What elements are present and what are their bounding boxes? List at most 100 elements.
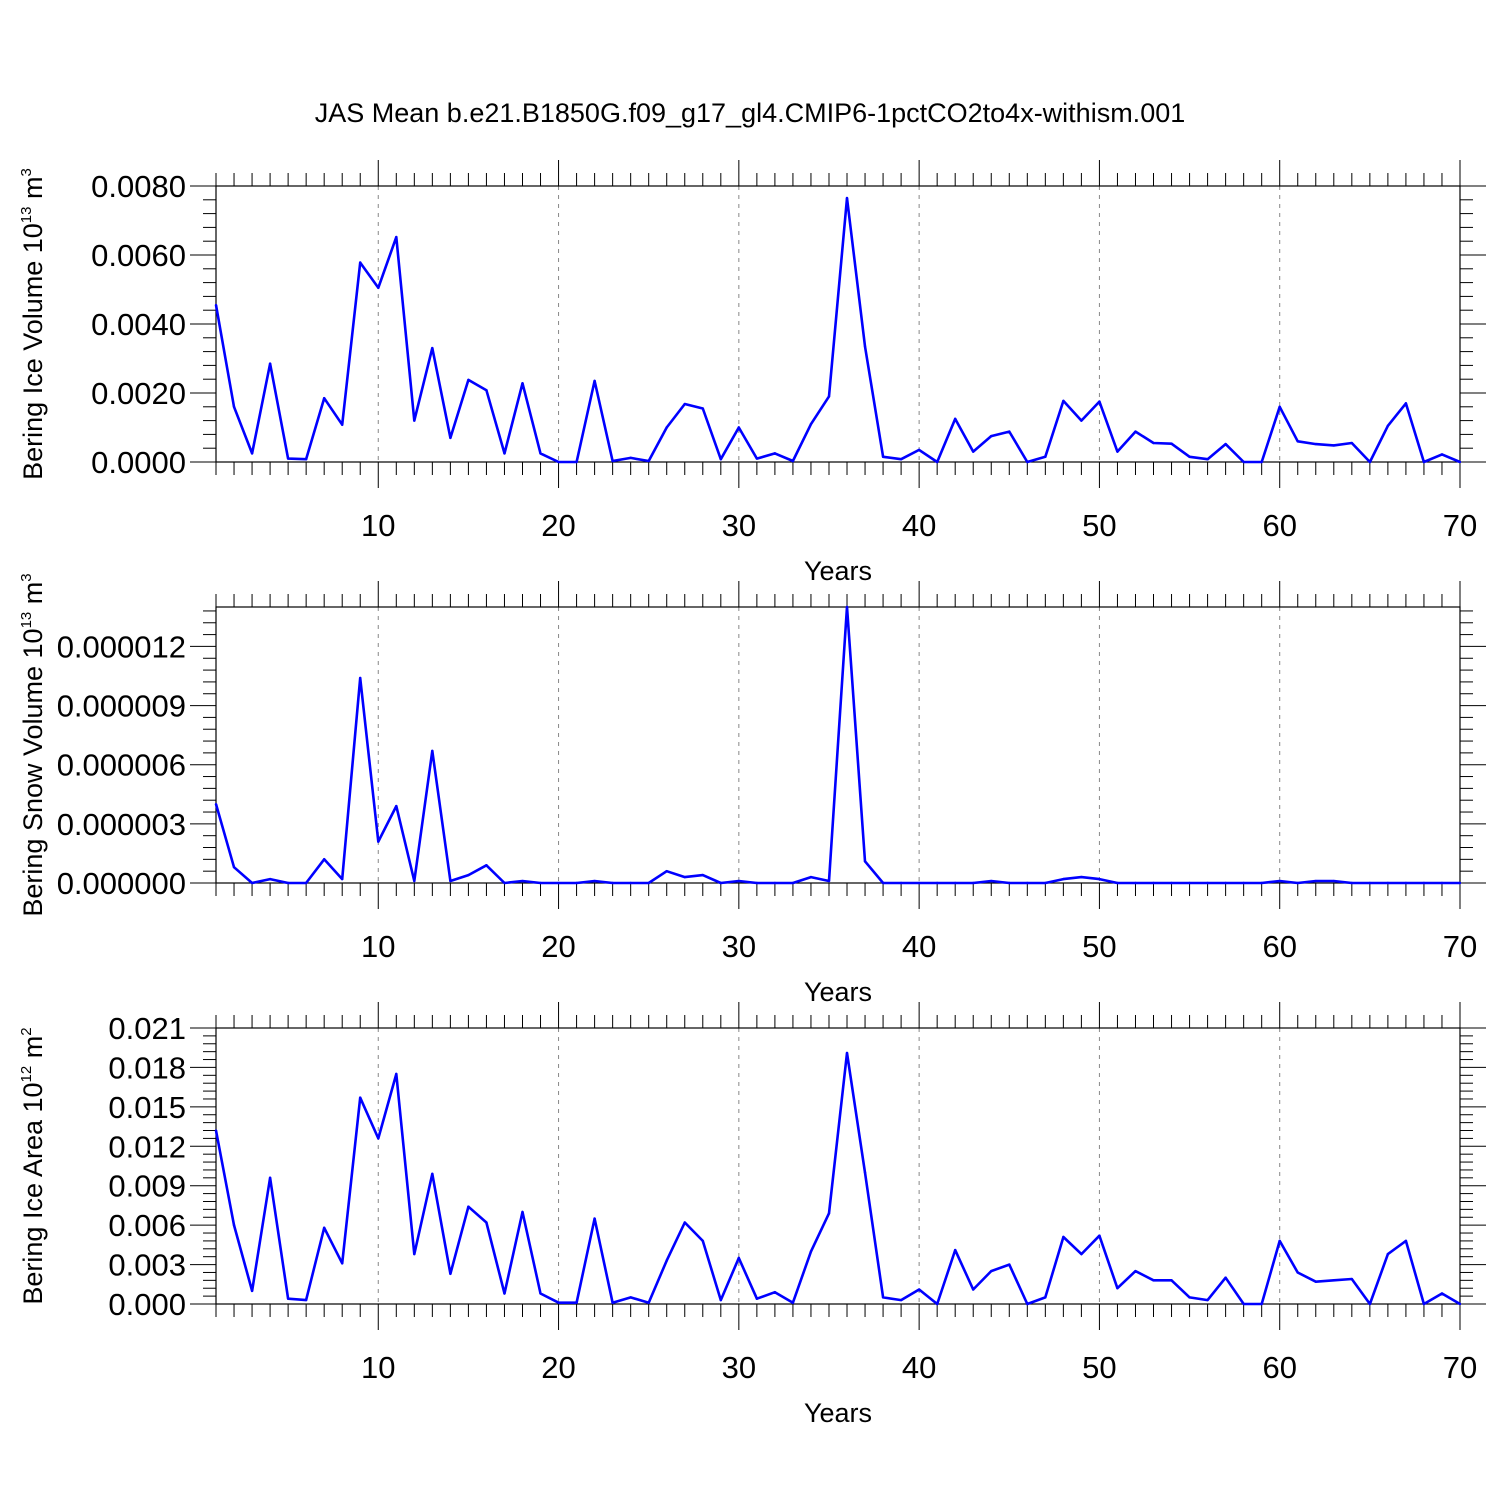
data-point [899, 1298, 903, 1302]
data-point [214, 303, 218, 307]
y-tick-label: 0.0040 [91, 307, 186, 342]
data-point [827, 879, 831, 883]
x-tick-label: 60 [1262, 929, 1296, 964]
data-point [1278, 879, 1281, 883]
x-tick-label: 40 [902, 929, 936, 964]
data-point [485, 1221, 488, 1224]
y-tick-label: 0.000012 [57, 629, 186, 664]
chart-title: JAS Mean b.e21.B1850G.f09_g17_gl4.CMIP6-… [315, 98, 1186, 128]
x-tick-label: 10 [361, 508, 395, 543]
data-point [214, 802, 218, 806]
data-point [935, 1302, 939, 1306]
data-point [1422, 881, 1426, 885]
data-point [1332, 444, 1335, 447]
data-point [1296, 440, 1299, 443]
data-point [990, 434, 993, 438]
x-tick-label: 30 [722, 1350, 756, 1385]
y-tick-label: 0.000 [108, 1287, 186, 1322]
data-point [539, 881, 542, 885]
data-point [773, 1290, 777, 1294]
data-point [214, 1129, 218, 1132]
data-point [953, 881, 957, 885]
y-tick-label: 0.015 [108, 1090, 186, 1125]
data-point [1134, 430, 1137, 433]
data-point [1458, 1302, 1462, 1306]
data-point [250, 1289, 254, 1293]
data-point [449, 879, 452, 883]
data-point [953, 417, 957, 421]
data-point [863, 345, 867, 348]
x-tick-label: 30 [722, 508, 756, 543]
data-point [990, 1269, 993, 1273]
data-point [341, 423, 344, 426]
x-tick-label: 20 [541, 929, 575, 964]
data-point [1134, 881, 1137, 885]
plot-frame [215, 1027, 1461, 1305]
data-point [1458, 460, 1462, 464]
data-point [719, 881, 723, 885]
x-tick-label: 50 [1082, 508, 1116, 543]
data-point [1368, 460, 1372, 464]
data-point [1062, 1235, 1065, 1239]
y-tick-label: 0.000000 [57, 866, 186, 901]
data-point [1008, 881, 1011, 885]
data-point [1170, 881, 1173, 885]
data-point [665, 426, 668, 429]
data-point [286, 1297, 290, 1300]
data-point [232, 866, 236, 869]
data-point [972, 1288, 975, 1291]
data-point [341, 877, 344, 881]
data-point [1260, 460, 1263, 464]
data-point [557, 1301, 560, 1304]
y-tick-label: 0.021 [108, 1011, 186, 1046]
data-point [431, 346, 434, 350]
data-point [1224, 442, 1227, 446]
y-tick-label: 0.018 [108, 1050, 186, 1085]
data-point [304, 1298, 308, 1302]
y-tick-label: 0.012 [108, 1129, 186, 1164]
panel-2: 0.000000 0.000003 0.000006 0.000009 0.000012… [18, 573, 1486, 1007]
data-point [1044, 455, 1047, 459]
data-point [1080, 419, 1083, 422]
data-point [1422, 460, 1426, 464]
data-point [990, 879, 993, 883]
x-tick-label: 60 [1262, 1350, 1296, 1385]
x-tick-label: 30 [722, 929, 756, 964]
data-point [1350, 881, 1354, 885]
data-point [1116, 450, 1119, 453]
data-point [304, 881, 308, 885]
data-point [539, 1292, 542, 1295]
data-point [1116, 1287, 1119, 1290]
data-point [1440, 881, 1444, 885]
data-point [629, 881, 632, 885]
data-point [467, 378, 470, 382]
data-point [359, 261, 362, 264]
data-point [1314, 442, 1317, 446]
data-point [809, 422, 813, 426]
data-point [413, 879, 416, 883]
data-point [268, 877, 272, 881]
data-point [359, 676, 362, 680]
data-point [539, 452, 542, 455]
data-point [395, 1072, 398, 1076]
data-point [1404, 1239, 1408, 1243]
panel-1: 0.0000 0.0020 0.0040 0.0060 0.0080 10 20 30 40 50… [18, 160, 1486, 586]
data-point [881, 455, 885, 459]
data-point [503, 881, 506, 885]
y-tick-label: 0.000003 [57, 807, 186, 842]
data-point [719, 458, 723, 461]
data-point [1206, 881, 1209, 885]
data-point [791, 881, 795, 885]
data-point [755, 881, 759, 885]
data-point [431, 1172, 434, 1176]
data-point [1386, 424, 1390, 427]
data-point [611, 1301, 614, 1304]
data-point [1296, 1271, 1299, 1274]
data-point [1116, 881, 1119, 885]
data-point [863, 860, 867, 863]
x-tick-label: 50 [1082, 929, 1116, 964]
data-point [1008, 1263, 1011, 1266]
data-point [467, 873, 470, 877]
data-point [395, 804, 398, 808]
data-point [1206, 458, 1209, 461]
